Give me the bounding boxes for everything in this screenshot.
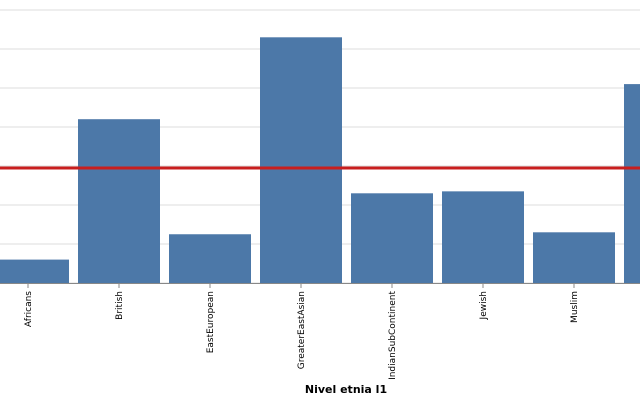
bar-indiansubcontinent	[351, 193, 433, 283]
x-axis: Africans British EastEuropean GreaterEastAs…	[0, 283, 640, 380]
x-tick-label: Muslim	[570, 291, 580, 323]
bar-easteuropean	[169, 234, 251, 283]
bars	[0, 37, 640, 283]
bar-africans	[0, 259, 69, 283]
x-tick-label: Africans	[24, 291, 34, 327]
bar-greatereastasian	[260, 37, 342, 283]
x-tick-label: IndianSubContinent	[388, 291, 398, 380]
x-tick-label: Jewish	[479, 291, 489, 320]
bar-unlabeled	[624, 84, 640, 283]
bar-muslim	[533, 232, 615, 283]
x-tick-label: EastEuropean	[206, 291, 216, 353]
x-tick-label: British	[115, 291, 125, 320]
x-tick-label: GreaterEastAsian	[297, 291, 307, 369]
bar-jewish	[442, 191, 524, 283]
bar-british	[78, 119, 160, 283]
x-axis-title: Nivel etnia l1	[305, 383, 387, 396]
